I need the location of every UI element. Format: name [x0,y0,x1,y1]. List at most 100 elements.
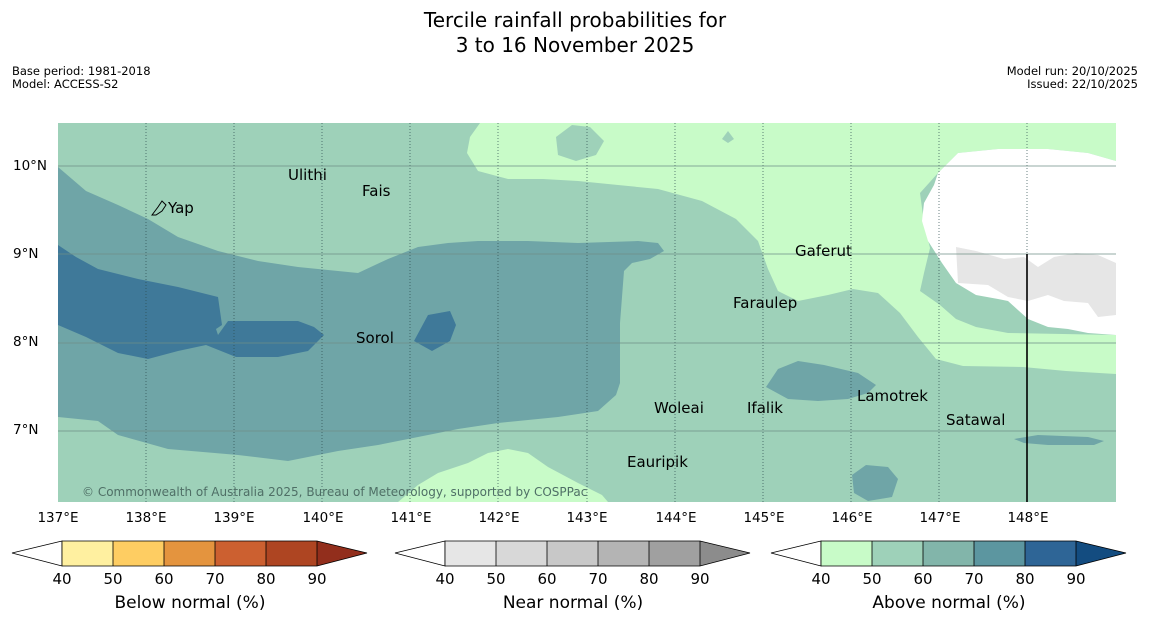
cbar-below-80 [215,541,266,566]
cbar-near-low [394,540,446,567]
region-above-60-bottom [852,465,898,501]
latitude-lines [58,165,1116,432]
place-fais: Fais [362,182,391,200]
lat-label-8n: 8°N [13,334,39,350]
place-eauripik: Eauripik [627,453,688,471]
model-name: Model: ACCESS-S2 [12,77,119,91]
issued-date: Issued: 22/10/2025 [1027,77,1138,91]
region-light-green-north [467,123,1116,374]
lat-label-7n: 7°N [13,422,39,438]
title-line-1: Tercile rainfall probabilities for [423,8,727,32]
cbar-near-tick-70: 70 [588,570,607,588]
region-above-80 [58,245,324,359]
lon-label-146e: 146°E [831,510,873,526]
place-yap: Yap [167,199,194,217]
cbar-near-outline [445,540,751,567]
yap-island [151,200,167,216]
cbar-below-tick-70: 70 [205,570,224,588]
cbar-above-90 [1025,541,1076,566]
cbar-near-dividers [444,541,701,566]
model-run: Model run: 20/10/2025 [1006,64,1138,78]
cbar-above-outline [821,540,1127,567]
cbar-below-tick-80: 80 [256,570,275,588]
place-sorol: Sorol [356,329,394,347]
place-lamotrek: Lamotrek [857,387,928,405]
map-title: Tercile rainfall probabilities for 3 to … [0,8,1150,58]
place-ulithi: Ulithi [288,166,327,184]
cbar-near-tick-60: 60 [537,570,556,588]
title-line-2: 3 to 16 November 2025 [455,33,695,57]
cbar-above-high [1076,541,1126,566]
cbar-near-80 [598,541,649,566]
place-satawal: Satawal [946,411,1005,429]
cbar-near-tick-40: 40 [435,570,454,588]
lon-label-138e: 138°E [125,510,167,526]
cbar-above-50 [821,541,872,566]
region-above-80-blob [414,311,456,351]
place-gaferut: Gaferut [795,242,852,260]
lon-label-144e: 144°E [655,510,697,526]
region-above-60-satawal [1014,435,1104,445]
colorbar-below-label: Below normal (%) [114,593,266,613]
cbar-below-outline [62,540,368,567]
cbar-near-tick-50: 50 [486,570,505,588]
cbar-above-60 [872,541,923,566]
cbar-below-50 [62,541,113,566]
cbar-below-tick-50: 50 [103,570,122,588]
cbar-above-low [770,540,822,567]
place-woleai: Woleai [654,399,704,417]
forecast-map[interactable]: Ulithi Fais Yap Gaferut Faraulep Sorol W… [58,123,1116,502]
cbar-below-90 [266,541,317,566]
cbar-near-60 [496,541,547,566]
meta-right: Model run: 20/10/2025 Issued: 22/10/2025 [1007,65,1138,91]
lon-label-139e: 139°E [213,510,255,526]
colorbar-above: 40 50 60 70 80 90 [770,540,1127,588]
cbar-above-tick-50: 50 [862,570,881,588]
cbar-near-70 [547,541,598,566]
cbar-below-tick-90: 90 [307,570,326,588]
region-above-60 [58,167,664,461]
cbar-below-dividers [61,541,318,566]
cbar-below-70 [164,541,215,566]
lat-label-9n: 9°N [13,246,39,262]
cbar-below-high [317,541,367,566]
lat-label-10n: 10°N [13,158,48,174]
place-faraulep: Faraulep [733,294,797,312]
colorbar-above-label: Above normal (%) [872,593,1026,613]
cbar-above-tick-80: 80 [1015,570,1034,588]
cbar-above-tick-60: 60 [913,570,932,588]
place-labels: Ulithi Fais Yap Gaferut Faraulep Sorol W… [167,166,1005,471]
lon-label-141e: 141°E [390,510,432,526]
lon-label-137e: 137°E [37,510,79,526]
region-above-60-lamotrek [766,361,876,401]
cbar-near-tick-80: 80 [639,570,658,588]
region-light-green-south [398,449,608,502]
cbar-above-dividers [820,541,1077,566]
cbar-near-90 [649,541,700,566]
meta-left: Base period: 1981-2018 Model: ACCESS-S2 [12,65,151,91]
colorbar-below: 40 50 60 70 80 90 [11,540,368,588]
cbar-below-tick-60: 60 [154,570,173,588]
cbar-near-high [700,541,750,566]
lon-label-140e: 140°E [302,510,344,526]
lon-label-148e: 148°E [1007,510,1049,526]
copyright-text: © Commonwealth of Australia 2025, Bureau… [82,485,587,499]
cbar-below-low [11,540,63,567]
lon-label-143e: 143°E [566,510,608,526]
cbar-near-50 [445,541,496,566]
cbar-above-tick-70: 70 [964,570,983,588]
cbar-near-tick-90: 90 [690,570,709,588]
colorbar-near: 40 50 60 70 80 90 [394,540,751,588]
region-near-normal [956,247,1116,317]
cbar-below-tick-40: 40 [52,570,71,588]
lon-label-142e: 142°E [478,510,520,526]
cbar-above-70 [923,541,974,566]
lon-label-147e: 147°E [919,510,961,526]
place-ifalik: Ifalik [747,399,783,417]
region-above-60-islet [556,125,604,161]
base-period: Base period: 1981-2018 [12,64,151,78]
cbar-above-tick-90: 90 [1066,570,1085,588]
cbar-above-80 [974,541,1025,566]
lon-label-145e: 145°E [743,510,785,526]
cbar-below-60 [113,541,164,566]
